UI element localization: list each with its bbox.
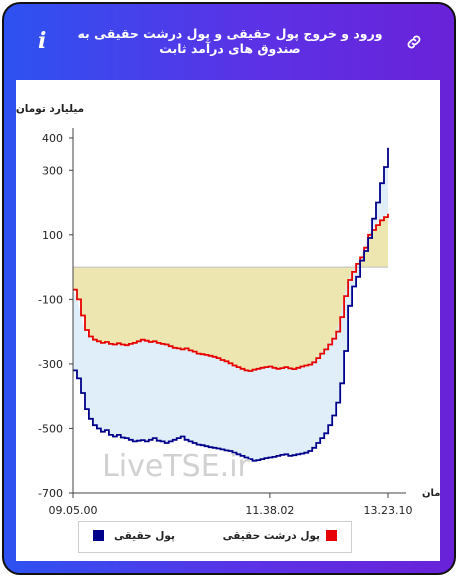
series-big-real-money-line (73, 213, 389, 372)
watermark: LiveTSE.ir (102, 449, 250, 484)
chart-header: i ورود و خروج پول حقیقی و پول درشت حقیقی… (4, 4, 454, 80)
legend-swatch-real-money (93, 530, 104, 541)
y-tick-label: -100 (38, 293, 63, 306)
y-axis-label: میلیارد تومان (16, 103, 84, 115)
series-real-money-line (73, 147, 389, 462)
y-tick-label: -500 (38, 422, 63, 435)
x-tick-label: 09.05.00 (49, 504, 98, 517)
y-tick-label: 100 (42, 229, 63, 242)
area-below-zero (73, 213, 388, 371)
y-tick-label: -300 (38, 358, 63, 371)
plot-area: 400 300 100 -100 -300 -500 -700 09.05.00 11.38.0… (38, 128, 412, 517)
legend-swatch-big-real-money (326, 530, 337, 541)
legend-item-big-real-money[interactable]: پول درشت حقیقی (223, 530, 337, 542)
link-icon[interactable] (405, 33, 423, 51)
chart-panel: میلیارد تومان زمان 400 300 100 -100 -300 -500… (16, 80, 447, 561)
area-between-series (73, 147, 388, 461)
info-icon[interactable]: i (38, 28, 47, 54)
y-tick-label: 400 (42, 132, 63, 145)
legend-label-big-real-money: پول درشت حقیقی (222, 530, 320, 542)
legend: پول درشت حقیقی پول حقیقی (78, 521, 352, 553)
x-tick-label: 11.38.02 (245, 504, 294, 517)
legend-item-real-money[interactable]: پول حقیقی (93, 530, 175, 542)
flow-chart: میلیارد تومان زمان 400 300 100 -100 -300 -500… (16, 103, 447, 517)
x-tick-label: 13.23.10 (364, 504, 413, 517)
x-axis-label: زمان (422, 488, 440, 499)
chart-title: ورود و خروج پول حقیقی و پول درشت حقیقی ب… (77, 26, 383, 56)
y-tick-label: 300 (42, 164, 63, 177)
y-tick-label: -700 (38, 487, 63, 500)
legend-label-real-money: پول حقیقی (114, 530, 175, 542)
